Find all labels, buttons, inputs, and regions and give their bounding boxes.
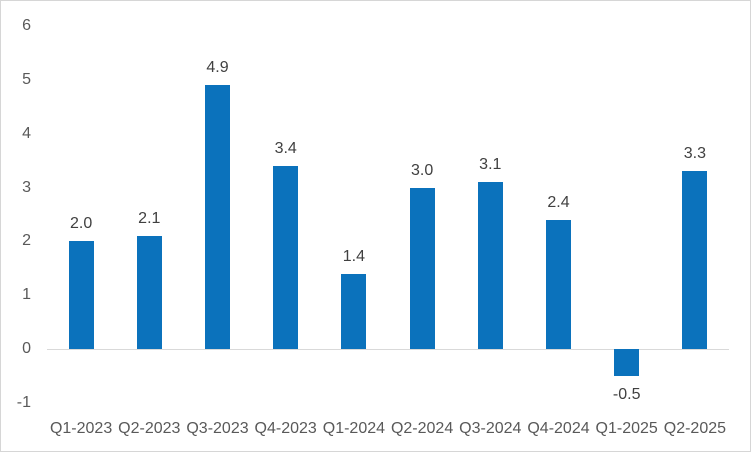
- bar-Q3-2024: [477, 182, 503, 349]
- x-axis-tick-label: Q4-2023: [254, 420, 317, 437]
- data-label: 3.0: [410, 161, 434, 179]
- data-label: 3.3: [683, 145, 707, 163]
- data-label: 1.4: [342, 247, 366, 265]
- y-axis-tick-label: 0: [22, 340, 31, 357]
- bar-Q1-2025: [614, 349, 640, 376]
- bar-Q4-2023: [273, 165, 299, 349]
- bar-Q4-2024: [546, 219, 571, 349]
- y-axis-tick-label: 4: [22, 124, 31, 142]
- y-axis-tick-label: 5: [22, 70, 31, 88]
- x-axis-tick-label: Q1-2023: [49, 420, 113, 437]
- x-axis-tick-label: Q2-2025: [663, 420, 727, 437]
- y-axis-tick-label: 2: [22, 232, 31, 250]
- y-axis-tick-label: 1: [22, 286, 31, 304]
- y-axis-tick-label: 3: [22, 178, 31, 196]
- data-label: 2.0: [69, 215, 93, 233]
- x-axis-tick-label: Q4-2024: [527, 420, 590, 437]
- x-axis-tick-label: Q1-2025: [595, 420, 658, 437]
- x-axis-tick-label: Q3-2023: [186, 420, 249, 437]
- bar-Q2-2025: [682, 171, 708, 349]
- x-axis-tick-label: Q3-2024: [459, 420, 522, 437]
- data-label: 2.1: [138, 209, 161, 227]
- x-axis-tick-label: Q2-2024: [390, 420, 454, 437]
- bar-Q3-2023: [205, 85, 230, 349]
- bar-Q1-2023: [68, 241, 94, 349]
- data-label: 2.4: [547, 193, 570, 211]
- y-axis-tick-label: -1: [16, 393, 31, 411]
- data-label: 3.1: [479, 156, 502, 174]
- y-axis-tick-label: 6: [22, 17, 31, 35]
- data-label: 4.9: [206, 59, 229, 77]
- data-label: 3.4: [274, 139, 297, 157]
- bar-Q2-2024: [409, 187, 435, 349]
- bar-Q1-2024: [341, 273, 367, 349]
- x-axis-tick-label: Q1-2024: [322, 420, 386, 437]
- x-axis-tick-label: Q2-2023: [118, 420, 181, 437]
- data-label: -0.5: [612, 385, 641, 403]
- bar-Q2-2023: [136, 235, 162, 349]
- zero-gridline: [47, 349, 729, 350]
